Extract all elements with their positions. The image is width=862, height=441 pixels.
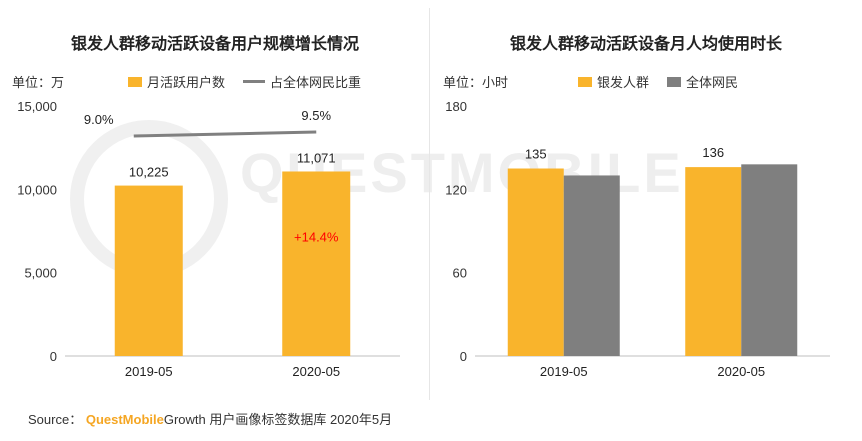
x-tick-label: 2020-05 [292, 364, 340, 379]
chart-title: 银发人群移动活跃设备月人均使用时长 [509, 36, 782, 53]
usage-time-chart-panel: 银发人群移动活跃设备月人均使用时长 单位：小时 银发人群 全体网民 0 60 120… [430, 0, 862, 400]
bar-all-2019-05 [563, 175, 620, 356]
unit-label: 单位：小时 [443, 75, 509, 90]
legend-item-all: 全体网民 [667, 72, 738, 91]
legend: 月活跃用户数 占全体网民比重 [128, 72, 379, 91]
legend: 银发人群 全体网民 [578, 72, 756, 91]
legend-label-silver: 银发人群 [597, 75, 650, 90]
y-tick-label: 180 [445, 99, 467, 114]
bar-all-2020-05 [741, 164, 798, 356]
y-tick-label: 120 [445, 182, 467, 197]
source-prefix: Source： [28, 412, 83, 427]
x-tick-label: 2019-05 [540, 364, 588, 379]
legend-label-all: 全体网民 [686, 75, 739, 90]
share-value-label: 9.5% [301, 108, 331, 123]
unit-label: 单位：万 [12, 75, 65, 90]
y-tick-label: 0 [460, 349, 467, 364]
source-brand: QuestMobile [85, 412, 164, 427]
y-tick-label: 60 [453, 266, 467, 281]
bar-value-label: 135 [525, 147, 547, 162]
y-tick-label: 5,000 [24, 266, 57, 281]
y-tick-label: 0 [50, 349, 57, 364]
x-tick-label: 2019-05 [125, 364, 173, 379]
panel-divider [429, 8, 430, 400]
source-note: Source： QuestMobileGrowth 用户画像标签数据库 2020… [28, 409, 392, 428]
legend-swatch-all [667, 76, 682, 87]
share-value-label: 9.0% [84, 112, 114, 127]
source-rest: Growth 用户画像标签数据库 2020年5月 [163, 412, 393, 427]
user-scale-chart-panel: 银发人群移动活跃设备用户规模增长情况 单位：万 月活跃用户数 占全体网民比重 0… [0, 0, 430, 400]
y-tick-label: 10,000 [17, 182, 57, 197]
bar-value-label: 136 [702, 145, 724, 160]
legend-label-line: 占全体网民比重 [270, 75, 362, 90]
legend-item-silver: 银发人群 [578, 72, 649, 91]
share-line [133, 130, 317, 138]
usage-time-plot: 0 60 120 180 135 2019-05 136 2020-05 [445, 99, 830, 379]
bar-2019-05 [114, 185, 183, 356]
x-tick-label: 2020-05 [717, 364, 765, 379]
bar-value-label: 11,071 [297, 150, 336, 165]
bar-2020-05 [282, 171, 351, 356]
user-scale-plot: 0 5,000 10,000 15,000 10,225 2019-05 11,071 202… [17, 99, 400, 379]
legend-swatch-bar [128, 76, 142, 87]
legend-label-bar: 月活跃用户数 [147, 75, 226, 90]
chart-title: 银发人群移动活跃设备用户规模增长情况 [70, 36, 359, 53]
bar-silver-2020-05 [685, 167, 742, 356]
legend-item-line: 占全体网民比重 [243, 72, 361, 91]
legend-item-bar: 月活跃用户数 [128, 72, 225, 91]
legend-swatch-line [243, 80, 266, 83]
legend-swatch-silver [578, 76, 592, 87]
growth-annotation: +14.4% [294, 229, 339, 244]
bar-silver-2019-05 [507, 168, 564, 356]
bar-value-label: 10,225 [129, 165, 169, 180]
y-tick-label: 15,000 [17, 99, 57, 114]
